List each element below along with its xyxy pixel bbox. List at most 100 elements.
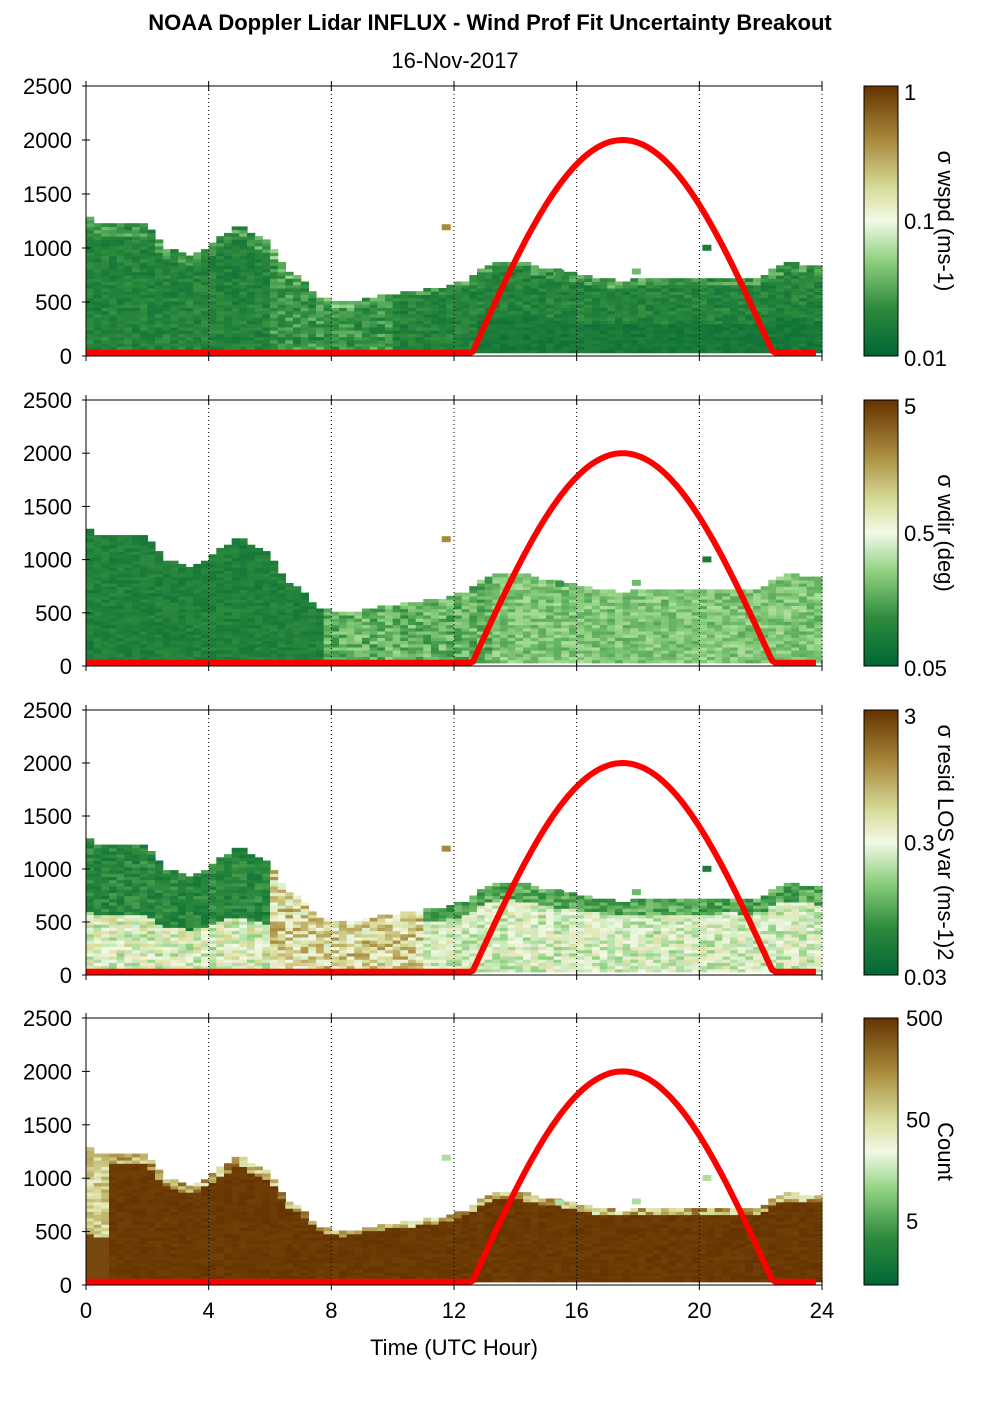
heatmap-cell [193, 618, 202, 622]
heatmap-cell [93, 262, 102, 266]
heatmap-cell [193, 646, 202, 651]
heatmap-cell [615, 592, 624, 597]
heatmap-cell [178, 592, 187, 597]
heatmap-cell [300, 656, 309, 661]
heatmap-cell [155, 560, 164, 565]
heatmap-cell [247, 310, 256, 315]
heatmap-cell [461, 291, 470, 295]
heatmap-cell [760, 624, 769, 629]
heatmap-cell [484, 602, 493, 606]
heatmap-cell [101, 602, 110, 606]
heatmap-cell [101, 557, 110, 562]
heatmap-cell [441, 224, 451, 231]
heatmap-cell [400, 336, 409, 341]
heatmap-cell [139, 646, 148, 651]
heatmap-cell [400, 650, 409, 654]
heatmap-cell [323, 300, 332, 305]
heatmap-cell [615, 659, 624, 664]
heatmap-cell [86, 551, 95, 555]
heatmap-cell [515, 265, 524, 270]
heatmap-cell [270, 281, 279, 286]
heatmap-cell [799, 313, 808, 318]
heatmap-cell [323, 640, 332, 645]
heatmap-cell [385, 320, 394, 325]
heatmap-cell [101, 614, 110, 619]
heatmap-cell [247, 614, 256, 619]
heatmap-cell [101, 326, 110, 331]
heatmap-cell [530, 330, 539, 334]
heatmap-cell [530, 284, 539, 289]
heatmap-cell [201, 320, 210, 325]
heatmap-cell [277, 589, 286, 594]
heatmap-cell [239, 255, 248, 260]
heatmap-cell [783, 608, 792, 613]
heatmap-cell [806, 291, 815, 295]
heatmap-cell [806, 300, 815, 305]
heatmap-cell [584, 608, 593, 613]
heatmap-cell [277, 281, 286, 286]
heatmap-cell [691, 281, 700, 286]
heatmap-cell [645, 605, 654, 610]
heatmap-cell [661, 589, 670, 594]
heatmap-cell [415, 336, 424, 341]
heatmap-cell [783, 637, 792, 642]
heatmap-cell [208, 605, 217, 610]
heatmap-cell [523, 614, 532, 619]
heatmap-cell [285, 650, 294, 654]
heatmap-cell [776, 268, 785, 273]
heatmap-cell [254, 637, 263, 642]
heatmap-cell [224, 333, 233, 338]
heatmap-cell [507, 333, 516, 338]
heatmap-cell [722, 323, 731, 328]
heatmap-cell [461, 326, 470, 331]
heatmap-cell [507, 304, 516, 308]
heatmap-cell [423, 608, 432, 613]
heatmap-cell [638, 333, 647, 338]
heatmap-cell [224, 650, 233, 654]
heatmap-cell [362, 614, 371, 619]
heatmap-cell [231, 278, 240, 282]
heatmap-cell [776, 621, 785, 626]
heatmap-cell [193, 630, 202, 635]
heatmap-cell [454, 343, 463, 347]
heatmap-cell [661, 659, 670, 664]
heatmap-cell [607, 611, 616, 616]
heatmap-cell [392, 637, 401, 642]
heatmap-cell [722, 634, 731, 638]
heatmap-cell [86, 346, 95, 351]
heatmap-cell [737, 294, 746, 299]
heatmap-cell [132, 576, 141, 581]
heatmap-cell [308, 317, 317, 321]
heatmap-cell [385, 343, 394, 347]
heatmap-cell [354, 313, 363, 318]
heatmap-cell [691, 640, 700, 645]
heatmap-cell [231, 650, 240, 654]
heatmap-cell [116, 346, 125, 351]
heatmap-cell [193, 255, 202, 260]
heatmap-cell [753, 323, 762, 328]
heatmap-cell [599, 608, 608, 613]
heatmap-cell [270, 307, 279, 312]
heatmap-cell [346, 300, 355, 305]
heatmap-cell [185, 643, 194, 648]
heatmap-cell [185, 611, 194, 616]
heatmap-cell [684, 294, 693, 299]
heatmap-cell [316, 330, 325, 334]
heatmap-cell [316, 310, 325, 315]
heatmap-cell [323, 643, 332, 648]
heatmap-cell [760, 346, 769, 351]
heatmap-cell [538, 605, 547, 610]
heatmap-cell [645, 300, 654, 305]
heatmap-cell [438, 643, 447, 648]
heatmap-cell [277, 573, 286, 578]
heatmap-cell [224, 288, 233, 292]
heatmap-cell [124, 297, 133, 302]
heatmap-cell [814, 349, 823, 354]
heatmap-cell [201, 579, 210, 584]
heatmap-cell [270, 646, 279, 651]
heatmap-cell [592, 618, 601, 622]
heatmap-cell [132, 627, 141, 632]
heatmap-cell [553, 611, 562, 616]
heatmap-cell [139, 258, 148, 263]
heatmap-cell [224, 583, 233, 587]
